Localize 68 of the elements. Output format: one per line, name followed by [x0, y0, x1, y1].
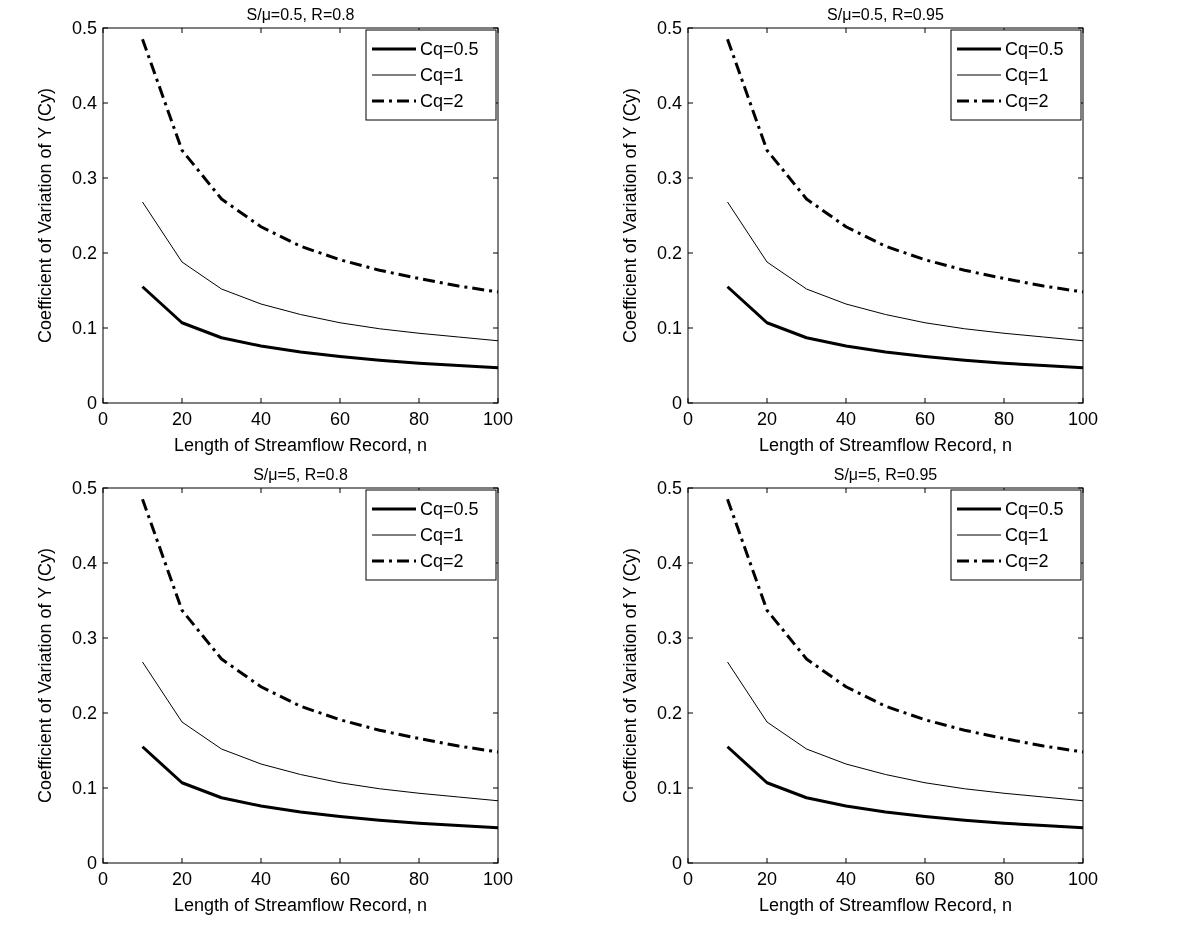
y-tick-label: 0.3	[656, 168, 682, 189]
y-tick-label: 0.5	[71, 18, 97, 39]
y-tick-label: 0.3	[71, 168, 97, 189]
legend-label: Cq=0.5	[1005, 499, 1064, 520]
x-tick-label: 20	[171, 869, 193, 889]
legend-label: Cq=1	[420, 65, 464, 86]
x-axis-title: Length of Streamflow Record, n	[173, 895, 428, 915]
x-axis-title: Length of Streamflow Record, n	[758, 895, 1013, 915]
y-axis-title: Coefficient of Variation of Y (Cy)	[620, 548, 640, 803]
legend-label: Cq=2	[420, 91, 464, 112]
legend-label: Cq=1	[1005, 65, 1049, 86]
y-tick-label: 0.1	[656, 778, 682, 799]
chart-title: S/μ=0.5, R=0.8	[246, 6, 355, 23]
x-tick-label: 80	[993, 409, 1015, 429]
y-tick-label: 0.1	[656, 318, 682, 339]
x-axis-title: Length of Streamflow Record, n	[173, 435, 428, 455]
y-tick-label: 0.3	[656, 628, 682, 649]
legend-label: Cq=1	[1005, 525, 1049, 546]
x-tick-label: 100	[482, 409, 514, 429]
y-tick-label: 0.5	[656, 478, 682, 499]
x-tick-label: 20	[756, 869, 778, 889]
y-tick-label: 0.5	[656, 18, 682, 39]
y-tick-label: 0.2	[656, 243, 682, 264]
y-tick-label: 0.3	[71, 628, 97, 649]
y-tick-label: 0.4	[656, 93, 682, 114]
legend-label: Cq=0.5	[420, 39, 479, 60]
y-tick-label: 0.4	[71, 553, 97, 574]
x-tick-label: 40	[250, 869, 272, 889]
y-tick-label: 0	[671, 393, 682, 414]
y-tick-label: 0	[86, 393, 97, 414]
legend-label: Cq=0.5	[1005, 39, 1064, 60]
y-tick-label: 0.5	[71, 478, 97, 499]
y-axis-title: Coefficient of Variation of Y (Cy)	[35, 88, 55, 343]
chart-title: S/μ=5, R=0.8	[253, 466, 348, 483]
x-tick-label: 60	[329, 869, 351, 889]
x-tick-label: 40	[835, 409, 857, 429]
x-tick-label: 20	[171, 409, 193, 429]
y-tick-label: 0.2	[656, 703, 682, 724]
legend-label: Cq=2	[1005, 91, 1049, 112]
x-tick-label: 100	[1067, 869, 1099, 889]
y-tick-label: 0.1	[71, 318, 97, 339]
x-tick-label: 40	[835, 869, 857, 889]
legend-label: Cq=0.5	[420, 499, 479, 520]
x-tick-label: 100	[1067, 409, 1099, 429]
x-tick-label: 60	[914, 869, 936, 889]
x-tick-label: 80	[408, 869, 430, 889]
y-tick-label: 0.2	[71, 243, 97, 264]
x-tick-label: 60	[914, 409, 936, 429]
chart-title: S/μ=0.5, R=0.95	[827, 6, 945, 23]
x-tick-label: 80	[993, 869, 1015, 889]
chart-title: S/μ=5, R=0.95	[833, 466, 938, 483]
legend-label: Cq=1	[420, 525, 464, 546]
y-tick-label: 0	[671, 853, 682, 874]
y-tick-label: 0	[86, 853, 97, 874]
y-axis-title: Coefficient of Variation of Y (Cy)	[35, 548, 55, 803]
y-tick-label: 0.4	[656, 553, 682, 574]
x-tick-label: 80	[408, 409, 430, 429]
legend-label: Cq=2	[420, 551, 464, 572]
y-axis-title: Coefficient of Variation of Y (Cy)	[620, 88, 640, 343]
x-axis-title: Length of Streamflow Record, n	[758, 435, 1013, 455]
x-tick-label: 40	[250, 409, 272, 429]
legend-label: Cq=2	[1005, 551, 1049, 572]
x-tick-label: 100	[482, 869, 514, 889]
y-tick-label: 0.2	[71, 703, 97, 724]
y-tick-label: 0.4	[71, 93, 97, 114]
x-tick-label: 60	[329, 409, 351, 429]
y-tick-label: 0.1	[71, 778, 97, 799]
x-tick-label: 20	[756, 409, 778, 429]
